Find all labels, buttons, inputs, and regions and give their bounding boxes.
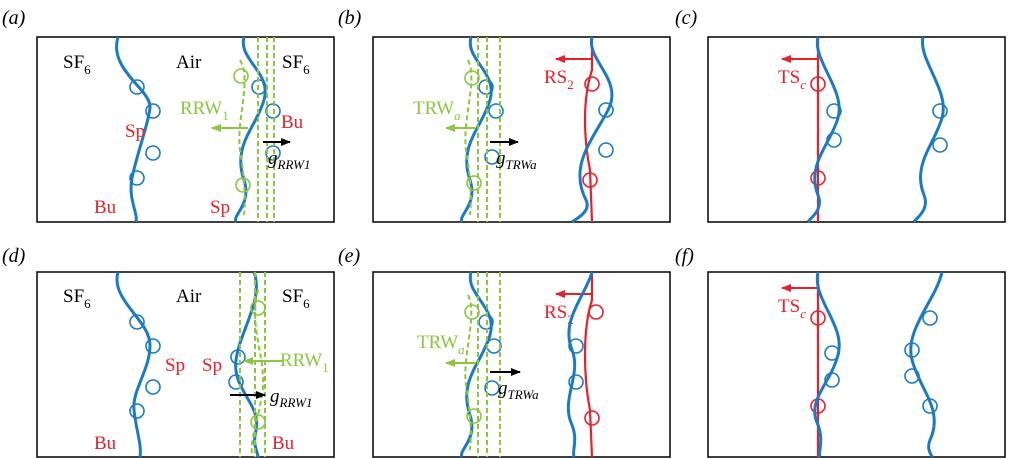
panel-c-vortices-left xyxy=(826,103,842,148)
panel-e-vortices-right xyxy=(568,338,584,390)
panel-a-vortices-green xyxy=(233,68,251,193)
panel-c-interface-left xyxy=(806,36,841,223)
panel-a: (a) SF6 Air SF6 RRW1 gRRW1 Sp Bu Bu Sp xyxy=(2,7,335,223)
panel-b-shock-vortices xyxy=(582,76,600,188)
panel-b-interface-left xyxy=(460,36,493,223)
panel-e-grad-label: gTRWa xyxy=(498,378,539,402)
panel-d-grad-label: gRRW1 xyxy=(270,386,312,410)
panel-d-rarefaction-lines xyxy=(239,272,266,457)
panel-d-gas-right: SF6 xyxy=(282,286,310,311)
panel-e-trw-label: TRWa xyxy=(417,332,465,357)
panel-d-label: (d) xyxy=(2,245,26,267)
panel-b-shock-label: RS2 xyxy=(544,67,574,92)
panel-d-sp-left: Sp xyxy=(165,355,185,376)
panel-a-frame xyxy=(36,36,335,223)
panel-d: (d) SF6 Air SF6 RRW1 gRRW1 Sp Sp Bu Bu xyxy=(2,245,335,458)
panel-f-vortices-right xyxy=(904,310,938,414)
panel-b-frame xyxy=(372,36,671,223)
panel-a-interface-left xyxy=(115,36,152,223)
panel-f-label: (f) xyxy=(675,245,694,267)
panel-a-sp-right: Sp xyxy=(210,197,230,218)
panel-c-interface-right xyxy=(912,36,945,223)
panel-c: (c) TSc xyxy=(675,7,1006,223)
panel-c-shock-label: TSc xyxy=(778,67,806,92)
panel-d-gas-mid: Air xyxy=(176,286,202,307)
panel-a-bu-right: Bu xyxy=(281,112,304,133)
panel-d-gas-left: SF6 xyxy=(63,286,91,311)
panel-f: (f) TSc xyxy=(675,245,1006,458)
panel-d-vortices-left xyxy=(129,314,161,419)
panel-e-vortices-green xyxy=(464,304,482,424)
panel-a-sp-left: Sp xyxy=(125,121,145,142)
panel-c-shock-vortices xyxy=(810,76,826,186)
panel-a-rrw-label: RRW1 xyxy=(180,98,229,123)
panel-a-gas-left: SF6 xyxy=(63,52,91,77)
panel-f-vortices-left xyxy=(824,345,840,388)
panel-d-vortices-green xyxy=(250,300,266,430)
panel-e: (e) TRWa gTRWa RS2 xyxy=(338,245,671,458)
panel-b-label: (b) xyxy=(338,7,362,29)
panel-d-sp-right: Sp xyxy=(202,355,222,376)
panel-f-frame xyxy=(707,271,1006,458)
panel-d-interface-left xyxy=(115,271,152,458)
panel-b-vortices-green xyxy=(464,70,482,191)
panel-c-label: (c) xyxy=(675,7,698,29)
panel-b-rarefaction-lines xyxy=(464,37,501,222)
panel-a-gas-mid: Air xyxy=(176,52,202,73)
panel-b-shock-line xyxy=(583,37,594,223)
panel-b-trw-label: TRWa xyxy=(413,98,461,123)
panel-b-interface-right xyxy=(570,36,614,224)
panel-a-bu-left: Bu xyxy=(94,197,117,218)
panel-b-grad-label: gTRWa xyxy=(496,148,537,172)
panel-a-vortices-left xyxy=(129,79,161,186)
panel-f-interface-right xyxy=(909,271,944,458)
panel-a-interface-right xyxy=(234,36,267,223)
panel-e-shock-vortices xyxy=(584,304,604,426)
panel-d-bu-left: Bu xyxy=(94,433,117,454)
panel-d-rrw-label: RRW1 xyxy=(280,350,329,375)
panel-b: (b) TRWa gTRWa RS2 xyxy=(338,7,671,224)
panel-c-vortices-right xyxy=(932,103,948,153)
panel-d-frame xyxy=(36,271,335,458)
panel-a-rarefaction-lines xyxy=(238,37,275,222)
panel-a-gas-right: SF6 xyxy=(282,52,310,77)
panel-c-frame xyxy=(707,36,1006,223)
panel-e-interface-right xyxy=(566,271,594,458)
panel-a-label: (a) xyxy=(2,7,26,29)
panel-f-shock-label: TSc xyxy=(778,296,806,321)
panel-e-shock-line xyxy=(583,272,594,458)
panel-a-grad-label: gRRW1 xyxy=(268,148,310,172)
panel-e-label: (e) xyxy=(338,245,361,267)
panel-b-vortices-right xyxy=(598,102,614,158)
panel-e-frame xyxy=(372,271,671,458)
panel-e-interface-left xyxy=(460,271,493,458)
panel-d-bu-right: Bu xyxy=(272,433,295,454)
panel-e-rarefaction-lines xyxy=(464,272,501,457)
